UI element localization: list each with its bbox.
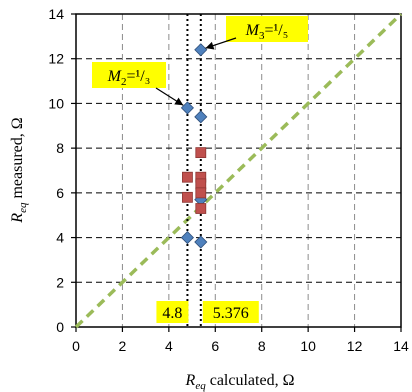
data-point-square bbox=[195, 203, 207, 214]
y-tick-label: 12 bbox=[48, 51, 64, 67]
data-point-square bbox=[182, 191, 193, 203]
data-point-diamond bbox=[180, 231, 194, 245]
y-axis-title: Req measured, Ω bbox=[9, 117, 29, 223]
y-tick-label: 6 bbox=[56, 185, 64, 201]
vertical-line-label-box bbox=[156, 301, 189, 323]
x-tick-labels: 0 2 4 6 8 10 12 14 bbox=[72, 338, 409, 354]
vertical-lines-layer: 4.8 5.376 bbox=[156, 14, 259, 327]
y-tick-label: 0 bbox=[56, 319, 64, 335]
x-tick-label: 8 bbox=[258, 338, 266, 354]
x-tick-label: 6 bbox=[211, 338, 219, 354]
annotation-label: M2=¹/₃ bbox=[107, 68, 151, 88]
data-point-diamond bbox=[194, 110, 208, 124]
x-axis-title: Req calculated, Ω bbox=[185, 372, 295, 392]
y-tick-label: 2 bbox=[56, 274, 64, 290]
data-point-square bbox=[195, 178, 207, 190]
x-tick-label: 2 bbox=[119, 338, 127, 354]
annotation-arrowhead bbox=[174, 97, 184, 106]
x-tick-label: 12 bbox=[347, 338, 363, 354]
y-tick-labels: 0 2 4 6 8 10 12 14 bbox=[48, 6, 64, 335]
vertical-line-label: 4.8 bbox=[162, 305, 182, 322]
data-point-square bbox=[195, 187, 207, 199]
grid-lines bbox=[76, 14, 401, 327]
annotation-arrowhead bbox=[205, 41, 215, 50]
x-tick-label: 14 bbox=[393, 338, 409, 354]
annotations-layer: M2=¹/₃ M3=¹/₅ bbox=[92, 16, 308, 106]
y-tick-label: 14 bbox=[48, 6, 64, 22]
reference-line-y-equals-x bbox=[74, 12, 403, 329]
y-tick-label: 10 bbox=[48, 95, 64, 111]
y-tick-label: 8 bbox=[56, 140, 64, 156]
vertical-line-label: 5.376 bbox=[213, 305, 249, 322]
plot-area-border bbox=[75, 13, 402, 328]
annotation-label: M3=¹/₅ bbox=[245, 22, 289, 42]
x-tick-label: 0 bbox=[72, 338, 80, 354]
data-point-diamond bbox=[194, 235, 208, 249]
x-tick-label: 4 bbox=[165, 338, 173, 354]
x-tick-label: 10 bbox=[300, 338, 316, 354]
data-point-square bbox=[195, 147, 207, 159]
vertical-line-label-box bbox=[202, 301, 259, 323]
data-points-layer bbox=[180, 43, 208, 249]
annotation-box bbox=[226, 16, 308, 42]
data-point-diamond bbox=[194, 43, 208, 57]
data-point-diamond bbox=[180, 101, 194, 115]
y-tick-label: 4 bbox=[56, 230, 64, 246]
plot-frame bbox=[71, 13, 402, 332]
annotation-box bbox=[92, 62, 166, 88]
reference-line-layer bbox=[74, 12, 403, 329]
data-point-square bbox=[182, 171, 193, 183]
